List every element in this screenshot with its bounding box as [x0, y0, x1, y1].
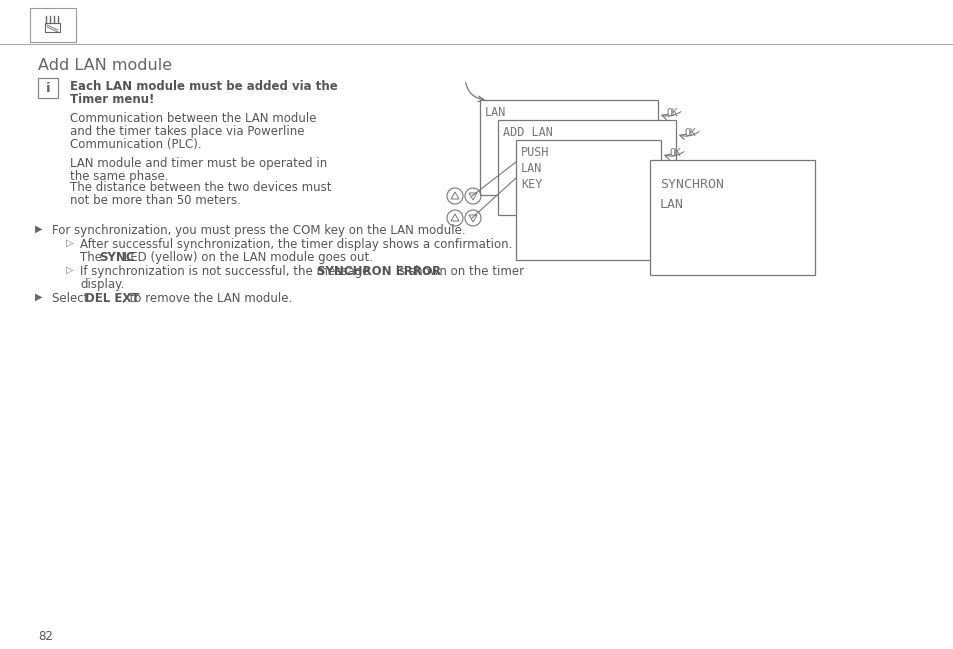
Bar	[30, 8, 76, 42]
Bar	[516, 140, 660, 260]
Text: LAN module and timer must be operated in: LAN module and timer must be operated in	[70, 157, 327, 170]
Bar	[497, 120, 676, 215]
Text: After successful synchronization, the timer display shows a confirmation.: After successful synchronization, the ti…	[80, 238, 512, 251]
Text: OK: OK	[666, 108, 678, 118]
Text: For synchronization, you must press the COM key on the LAN module.: For synchronization, you must press the …	[52, 224, 465, 237]
Text: KEY: KEY	[520, 178, 542, 191]
Text: OK: OK	[684, 128, 696, 138]
Text: LAN: LAN	[659, 198, 683, 211]
Text: SYNCHRON ERROR: SYNCHRON ERROR	[317, 265, 441, 278]
Bar	[479, 100, 658, 195]
Text: ▶: ▶	[35, 224, 43, 234]
Text: OK: OK	[669, 148, 681, 158]
Text: Select: Select	[52, 292, 92, 305]
Text: and the timer takes place via Powerline: and the timer takes place via Powerline	[70, 125, 304, 138]
Text: 82: 82	[38, 630, 52, 643]
Text: The: The	[80, 251, 106, 264]
Text: Communication between the LAN module: Communication between the LAN module	[70, 112, 316, 125]
Text: If synchronization is not successful, the message: If synchronization is not successful, th…	[80, 265, 373, 278]
Bar	[649, 160, 814, 275]
Text: Communication (PLC).: Communication (PLC).	[70, 138, 201, 151]
Text: Each LAN module must be added via the: Each LAN module must be added via the	[70, 80, 337, 93]
Text: not be more than 50 meters.: not be more than 50 meters.	[70, 194, 240, 207]
Text: the same phase.: the same phase.	[70, 170, 169, 183]
Text: LED (yellow) on the LAN module goes out.: LED (yellow) on the LAN module goes out.	[120, 251, 373, 264]
Text: ▷: ▷	[66, 238, 73, 248]
Text: Add LAN module: Add LAN module	[38, 58, 172, 73]
Text: ADD LAN: ADD LAN	[502, 126, 553, 139]
Text: LAN: LAN	[484, 106, 506, 119]
Text: Timer menu!: Timer menu!	[70, 93, 154, 106]
Text: DEL EXT: DEL EXT	[85, 292, 139, 305]
Text: ▶: ▶	[35, 292, 43, 302]
Text: is shown on the timer: is shown on the timer	[392, 265, 523, 278]
Text: PUSH: PUSH	[520, 146, 549, 159]
Text: ▷: ▷	[66, 265, 73, 275]
Text: LAN: LAN	[520, 162, 542, 175]
Text: The distance between the two devices must: The distance between the two devices mus…	[70, 181, 331, 194]
Text: , to remove the LAN module.: , to remove the LAN module.	[122, 292, 293, 305]
Text: SYNCHRON: SYNCHRON	[659, 178, 723, 191]
Bar	[38, 78, 58, 98]
Text: i: i	[46, 82, 51, 95]
Text: display.: display.	[80, 278, 124, 291]
Text: SYNC: SYNC	[99, 251, 134, 264]
